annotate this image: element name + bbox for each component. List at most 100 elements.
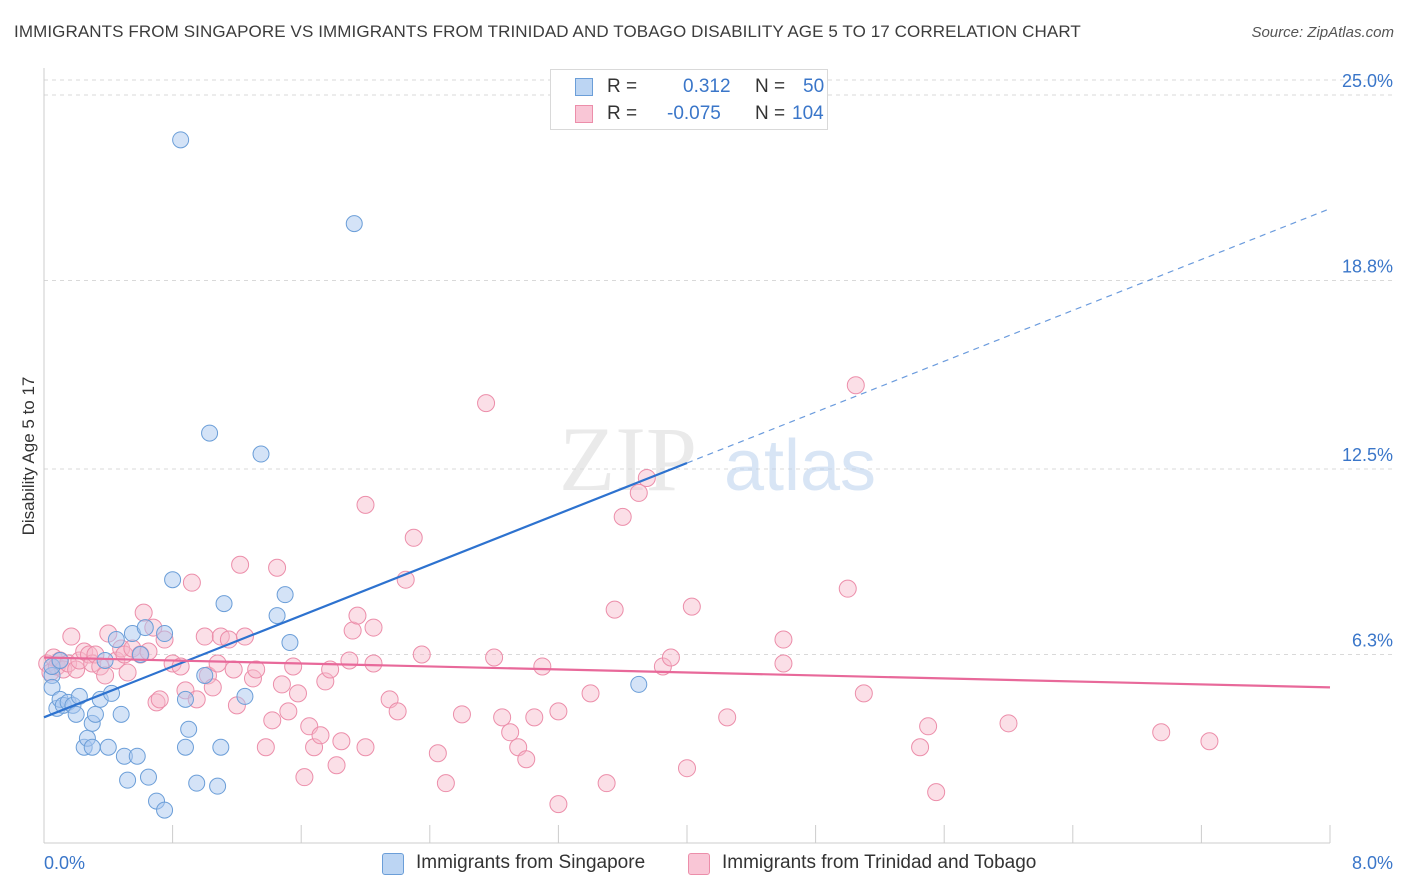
data-point-trinidad (288, 684, 307, 703)
trend-lines (43, 208, 1331, 719)
data-point-singapore (630, 675, 648, 693)
data-point-singapore (131, 645, 149, 663)
legend-r-value: -0.075 (667, 103, 721, 124)
data-point-singapore (252, 445, 270, 463)
data-point-trinidad (774, 630, 793, 649)
bottom-legend-label-singapore: Immigrants from Singapore (416, 852, 646, 873)
data-point-trinidad (682, 597, 701, 616)
data-point-trinidad (678, 759, 696, 778)
data-point-trinidad (388, 702, 407, 721)
data-point-trinidad (356, 495, 375, 514)
data-point-singapore (119, 771, 137, 789)
legend-n-value: 104 (792, 103, 824, 124)
bottom-legend-singapore: Immigrants from Singapore (382, 852, 672, 876)
data-point-singapore (164, 571, 182, 589)
trend-line-singapore (43, 461, 688, 719)
data-point-trinidad (428, 744, 447, 763)
data-point-trinidad (364, 618, 383, 637)
data-point-trinidad (311, 726, 330, 745)
y-tick-label: 6.3% (1352, 630, 1393, 650)
data-point-trinidad (629, 483, 648, 502)
data-point-singapore (176, 690, 194, 708)
data-point-trinidad (224, 660, 243, 679)
legend-swatch-trinidad (575, 105, 593, 123)
trend-line-trinidad (43, 656, 1331, 689)
data-point-trinidad (263, 711, 282, 730)
data-point-trinidad (182, 573, 201, 592)
bottom-legend-label-trinidad: Immigrants from Trinidad and Tobago (722, 852, 1037, 873)
data-point-trinidad (256, 738, 275, 757)
x-tick-label: 0.0% (44, 853, 85, 873)
data-point-trinidad (854, 684, 873, 703)
data-point-singapore (139, 768, 157, 786)
data-point-trinidad (203, 678, 222, 697)
data-point-trinidad (999, 714, 1018, 733)
legend-r-value: 0.312 (683, 76, 731, 97)
y-tick-label: 25.0% (1342, 71, 1393, 91)
data-point-singapore (201, 424, 219, 442)
data-point-singapore (276, 586, 294, 604)
data-point-trinidad (533, 657, 552, 676)
trend-line-singapore-extension (686, 208, 1331, 464)
data-point-singapore (112, 705, 130, 723)
data-point-trinidad (919, 717, 938, 736)
data-point-singapore (215, 595, 233, 613)
watermark: ZIP atlas (559, 408, 876, 510)
data-point-trinidad (501, 723, 520, 742)
y-axis-label: Disability Age 5 to 17 (19, 377, 38, 536)
series-trinidad-points (38, 376, 1219, 814)
data-point-trinidad (718, 708, 737, 727)
data-point-trinidad (348, 606, 367, 625)
y-tick-label: 12.5% (1342, 445, 1393, 465)
data-point-singapore (96, 651, 114, 669)
data-point-trinidad (147, 693, 166, 712)
data-point-trinidad (436, 774, 455, 793)
data-point-singapore (83, 738, 101, 756)
data-point-singapore (172, 131, 190, 149)
chart-title: IMMIGRANTS FROM SINGAPORE VS IMMIGRANTS … (14, 22, 1081, 41)
data-point-trinidad (235, 627, 254, 646)
data-point-trinidad (62, 627, 81, 646)
data-point-trinidad (452, 705, 471, 724)
data-point-trinidad (208, 654, 227, 673)
data-point-singapore (156, 625, 174, 643)
data-point-singapore (188, 774, 206, 792)
data-point-trinidad (247, 660, 266, 679)
data-point-trinidad (517, 750, 536, 769)
data-point-trinidad (485, 648, 504, 667)
data-point-trinidad (911, 738, 930, 757)
data-point-trinidad (268, 558, 287, 577)
data-point-trinidad (340, 651, 359, 670)
data-point-trinidad (327, 756, 346, 775)
legend-swatch-singapore (575, 78, 593, 96)
data-point-trinidad (838, 579, 857, 598)
data-point-trinidad (525, 708, 544, 727)
data-point-trinidad (118, 663, 137, 682)
data-point-trinidad (364, 654, 383, 673)
data-point-singapore (51, 651, 69, 669)
source-label: Source: ZipAtlas.com (1251, 24, 1394, 41)
data-point-singapore (156, 801, 174, 819)
data-point-trinidad (927, 783, 946, 802)
legend-r-label: R = (607, 103, 638, 124)
data-point-trinidad (332, 732, 351, 751)
data-point-trinidad (279, 702, 298, 721)
data-point-trinidad (134, 603, 153, 622)
watermark-atlas: atlas (724, 426, 876, 506)
data-point-trinidad (597, 774, 616, 793)
bottom-legend-swatch-singapore (382, 853, 404, 875)
data-point-trinidad (356, 738, 375, 757)
data-point-trinidad (150, 690, 169, 709)
legend-n-value: 50 (803, 76, 825, 97)
data-point-singapore (212, 738, 230, 756)
y-tick-label: 18.8% (1342, 256, 1393, 276)
data-point-trinidad (581, 684, 600, 703)
data-point-singapore (345, 215, 363, 233)
data-point-trinidad (661, 648, 680, 667)
data-point-trinidad (549, 702, 568, 721)
data-point-singapore (136, 619, 154, 637)
tick-labels: 6.3% 12.5% 18.8% 25.0% 0.0% 8.0% (44, 71, 1393, 873)
legend: R = 0.312 N = 50 R = -0.075 N = 104 (550, 69, 828, 130)
axes (43, 68, 1331, 844)
